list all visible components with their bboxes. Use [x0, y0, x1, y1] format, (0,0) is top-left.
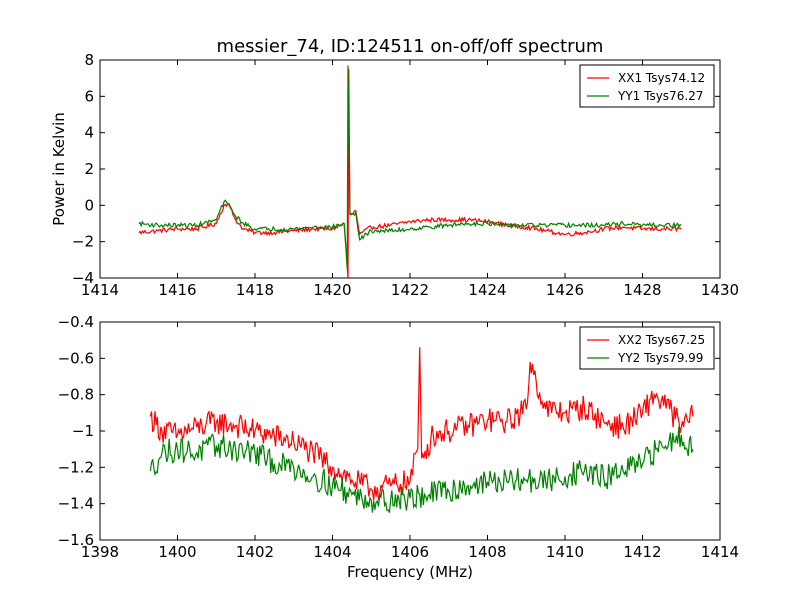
x-tick-label: 1414	[81, 281, 119, 299]
x-axis-label: Frequency (MHz)	[347, 563, 473, 581]
y-tick-label: 2	[84, 160, 94, 178]
x-tick-label: 1398	[81, 543, 119, 561]
y-tick-label: −1.6	[58, 531, 94, 549]
x-tick-label: 1428	[623, 281, 661, 299]
x-tick-label: 1410	[546, 543, 584, 561]
y-axis-label: Power in Kelvin	[50, 112, 68, 226]
x-tick-label: 1402	[236, 543, 274, 561]
series-line-2-2	[149, 426, 694, 513]
legend-box	[579, 64, 715, 108]
x-tick-label: 1430	[701, 281, 739, 299]
x-tick-label: 1408	[468, 543, 506, 561]
legend-label: YY1 Tsys76.27	[617, 89, 703, 103]
x-tick-label: 1414	[701, 543, 739, 561]
series-line-1-2	[138, 65, 682, 269]
chart-title: messier_74, ID:124511 on-off/off spectru…	[217, 36, 604, 57]
x-tick-label: 1404	[313, 543, 351, 561]
y-tick-label: −0.8	[58, 386, 94, 404]
x-tick-label: 1422	[391, 281, 429, 299]
y-tick-label: −2	[72, 233, 94, 251]
y-tick-label: 8	[84, 51, 94, 69]
y-tick-label: −1.2	[58, 458, 94, 476]
legend-label: YY2 Tsys79.99	[617, 351, 703, 365]
x-tick-label: 1416	[158, 281, 196, 299]
y-tick-label: −1.4	[58, 495, 94, 513]
y-tick-label: −4	[72, 269, 94, 287]
y-tick-label: −0.6	[58, 349, 94, 367]
y-tick-label: 0	[84, 196, 94, 214]
legend-label: XX2 Tsys67.25	[618, 333, 705, 347]
x-tick-label: 1418	[236, 281, 274, 299]
x-tick-label: 1400	[158, 543, 196, 561]
x-tick-label: 1426	[546, 281, 584, 299]
legend-box	[579, 326, 715, 370]
legend-label: XX1 Tsys74.12	[618, 71, 705, 85]
y-tick-label: 6	[84, 87, 94, 105]
y-tick-label: −0.4	[58, 313, 94, 331]
series-line-2-1	[149, 347, 694, 501]
y-tick-label: 4	[84, 124, 94, 142]
x-tick-label: 1412	[623, 543, 661, 561]
x-tick-label: 1420	[313, 281, 351, 299]
x-tick-label: 1424	[468, 281, 506, 299]
x-tick-label: 1406	[391, 543, 429, 561]
y-tick-label: −1	[72, 422, 94, 440]
